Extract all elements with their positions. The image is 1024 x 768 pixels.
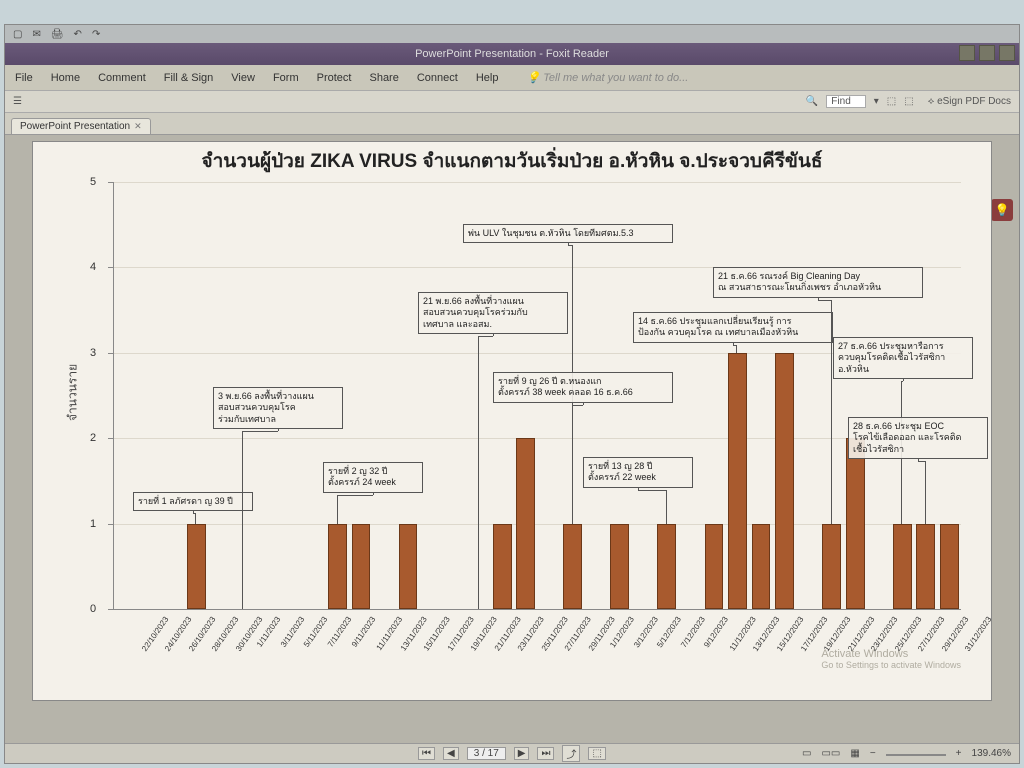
bar [940,524,959,609]
prev-page-button[interactable]: ◀ [443,747,459,760]
bar [846,438,865,609]
document-area: 💡 จำนวนผู้ป่วย ZIKA VIRUS จำแนกตามวันเริ… [5,135,1019,743]
bar [352,524,371,609]
first-page-button[interactable]: ⏮ [418,747,435,760]
menu-connect[interactable]: Connect [417,72,458,84]
zoom-level[interactable]: 139.46% [972,748,1011,759]
chart-title: จำนวนผู้ป่วย ZIKA VIRUS จำแนกตามวันเริ่ม… [33,146,991,176]
maximize-button[interactable] [979,45,995,61]
bar [822,524,841,609]
close-button[interactable] [999,45,1015,61]
chart-area: จำนวนราย 012345 22/10/202324/10/202326/1… [73,182,971,660]
bar [752,524,771,609]
qat-icon[interactable]: ▢ [13,29,22,40]
quick-access-toolbar: ▢ ✉ 🖨 ↶ ↷ [5,25,1019,43]
annotation-box: รายที่ 9 ญ 26 ปี ต.หนองแกตั้งครรภ์ 38 we… [493,372,673,403]
esign-link[interactable]: eSign PDF Docs [937,96,1011,107]
toolbar-icon[interactable]: ⬚ [904,96,913,107]
y-tick-label: 5 [90,176,96,188]
menu-form[interactable]: Form [273,72,299,84]
document-tab[interactable]: PowerPoint Presentation ✕ [11,118,151,134]
windows-activation-watermark: Activate Windows Go to Settings to activ… [821,648,961,670]
bar [610,524,629,609]
y-axis-label: จำนวนราย [64,364,83,421]
app-window: ▢ ✉ 🖨 ↶ ↷ PowerPoint Presentation - Foxi… [4,24,1020,764]
tell-me-search[interactable]: 💡 Tell me what you want to do... [526,71,688,84]
menu-view[interactable]: View [231,72,255,84]
nav-icon[interactable]: ⤴ [562,745,580,762]
bar [705,524,724,609]
find-input[interactable]: Find [826,95,865,108]
annotation-box: 21 ธ.ค.66 รณรงค์ Big Cleaning Dayณ สวนสา… [713,267,923,298]
view-mode-icon[interactable]: ▭▭ [821,748,840,759]
minimize-button[interactable] [959,45,975,61]
annotation-box: 27 ธ.ค.66 ประชุมหารือการควบคุมโรคติดเชื้… [833,337,973,379]
bar [563,524,582,609]
find-icon[interactable]: 🔍 [806,96,818,107]
annotation-box: รายที่ 1 ลภัศรดา ญ 39 ปี [133,492,253,511]
bar [775,353,794,609]
qat-icon[interactable]: ↶ [74,29,82,40]
annotation-box: 3 พ.ย.66 ลงพื้นที่วางแผนสอบสวนควบคุมโรคร… [213,387,343,429]
bar [399,524,418,609]
titlebar: PowerPoint Presentation - Foxit Reader [5,43,1019,65]
menu-protect[interactable]: Protect [317,72,352,84]
annotation-box: 14 ธ.ค.66 ประชุมแลกเปลี่ยนเรียนรู้ การป้… [633,312,833,343]
page-indicator: 3 / 17 [467,747,506,760]
annotation-box: รายที่ 2 ญ 32 ปีตั้งครรภ์ 24 week [323,462,423,493]
tab-label: PowerPoint Presentation [20,121,130,132]
menu-fill-sign[interactable]: Fill & Sign [164,72,214,84]
menu-comment[interactable]: Comment [98,72,146,84]
qat-icon[interactable]: 🖨 [51,29,64,40]
bar [657,524,676,609]
view-mode-icon[interactable]: ▦ [850,748,859,759]
menu-file[interactable]: File [15,72,33,84]
close-tab-icon[interactable]: ✕ [134,121,142,132]
tips-bulb-icon[interactable]: 💡 [991,199,1013,221]
bar [728,353,747,609]
menu-home[interactable]: Home [51,72,80,84]
annotation-box: พ่น ULV ในชุมชน ต.หัวหิน โดยทีมศตม.5.3 [463,224,673,243]
last-page-button[interactable]: ⏭ [537,747,554,760]
app-title: PowerPoint Presentation - Foxit Reader [415,48,609,60]
annotation-box: 21 พ.ย.66 ลงพื้นที่วางแผนสอบสวนควบคุมโรค… [418,292,568,334]
menu-help[interactable]: Help [476,72,499,84]
y-tick-label: 4 [90,261,96,273]
zoom-out-button[interactable]: − [870,748,876,759]
bar [516,438,535,609]
statusbar: ⏮ ◀ 3 / 17 ▶ ⏭ ⤴ ⬚ ▭ ▭▭ ▦ − + 139.46% [5,743,1019,763]
qat-icon[interactable]: ↷ [92,29,100,40]
annotation-box: 28 ธ.ค.66 ประชุม EOCโรคไข้เลือดออก และโร… [848,417,988,459]
qat-icon[interactable]: ✉ [32,29,40,40]
y-tick-label: 2 [90,432,96,444]
menu-share[interactable]: Share [369,72,398,84]
toolbar-icon[interactable]: ⬚ [887,96,896,107]
bar [916,524,935,609]
document-tabstrip: PowerPoint Presentation ✕ [5,113,1019,135]
next-page-button[interactable]: ▶ [514,747,530,760]
y-tick-label: 3 [90,347,96,359]
menubar: File Home Comment Fill & Sign View Form Protec… [5,65,1019,91]
bar [328,524,347,609]
y-tick-label: 1 [90,518,96,530]
bar [893,524,912,609]
nav-icon[interactable]: ⬚ [588,747,605,760]
view-mode-icon[interactable]: ▭ [802,748,811,759]
bar [187,524,206,609]
search-next-icon[interactable]: ▾ [874,96,879,107]
annotation-box: รายที่ 13 ญ 28 ปีตั้งครรภ์ 22 week [583,457,693,488]
x-tick-label: 9/11/2023 [349,615,376,649]
slide: จำนวนผู้ป่วย ZIKA VIRUS จำแนกตามวันเริ่ม… [32,141,992,701]
toolbar-icon[interactable]: ☰ [13,96,22,107]
y-tick-label: 0 [90,603,96,615]
secondary-toolbar: ☰ 🔍 Find ▾ ⬚ ⬚ ⟡ eSign PDF Docs [5,91,1019,113]
bar [493,524,512,609]
zoom-in-button[interactable]: + [956,748,962,759]
